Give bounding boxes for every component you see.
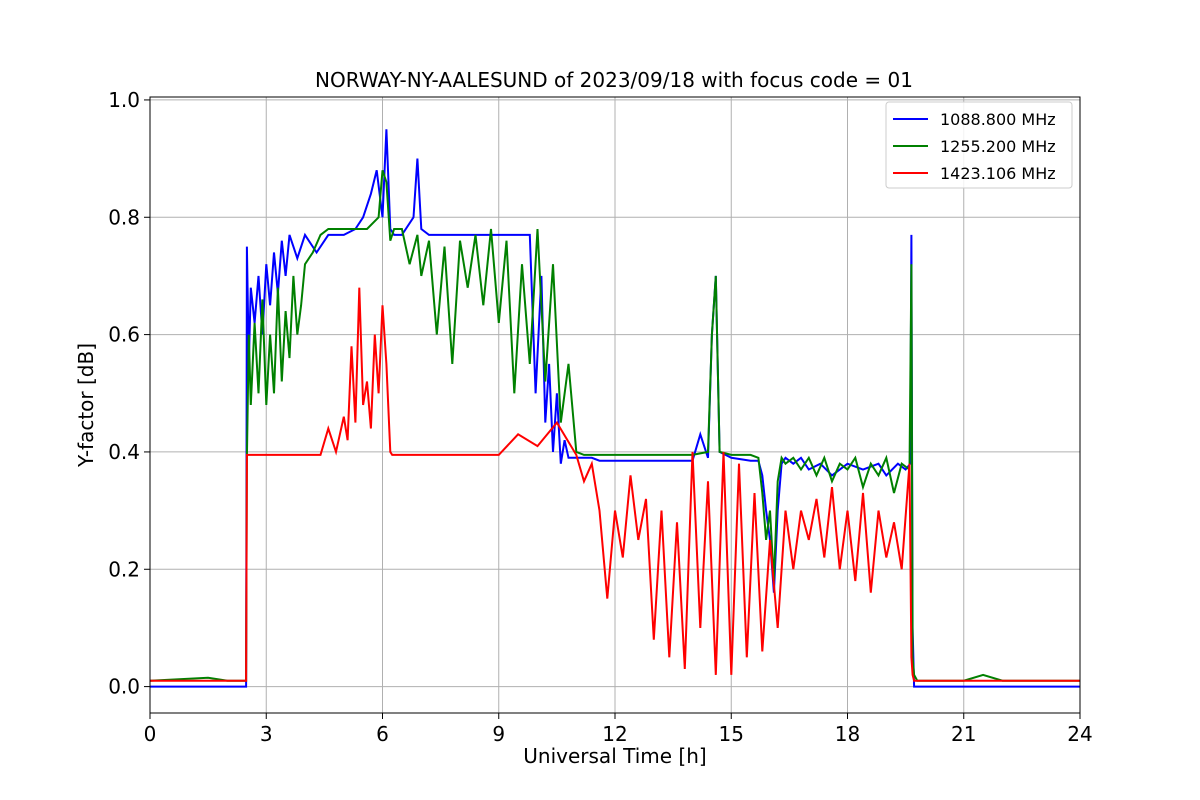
chart-title: NORWAY-NY-AALESUND of 2023/09/18 with fo… (315, 68, 913, 92)
series-layer (149, 129, 1080, 688)
x-tick-label: 18 (835, 722, 860, 746)
x-axis-label: Universal Time [h] (523, 744, 706, 768)
legend-label-1: 1088.800 MHz (940, 110, 1056, 129)
y-tick-label: 0.2 (108, 557, 140, 581)
y-tick-label: 0.8 (108, 205, 140, 229)
series-line-1 (150, 129, 1080, 688)
legend-box (885, 101, 1073, 189)
y-tick-label: 0.6 (108, 323, 140, 347)
x-tick-label: 21 (951, 722, 976, 746)
x-tick-label: 6 (376, 722, 389, 746)
y-tick-label: 1.0 (108, 88, 140, 112)
x-tick-label: 24 (1067, 722, 1092, 746)
x-tick-label: 9 (492, 722, 505, 746)
x-tick-label: 12 (602, 722, 627, 746)
series-line-2 (149, 169, 1080, 682)
legend: 1088.800 MHz 1255.200 MHz 1423.106 MHz (885, 101, 1073, 189)
x-tick-label: 3 (260, 722, 273, 746)
y-tick-label: 0.0 (108, 675, 140, 699)
y-tick-label: 0.4 (108, 440, 140, 464)
x-tick-label: 0 (144, 722, 157, 746)
y-axis-ticks: 0.0 0.2 0.4 0.6 0.8 1.0 (108, 88, 150, 699)
x-tick-label: 15 (719, 722, 744, 746)
legend-label-2: 1255.200 MHz (940, 137, 1056, 156)
series-line-3 (150, 287, 1080, 682)
y-axis-label: Y-factor [dB] (74, 343, 98, 468)
legend-label-3: 1423.106 MHz (940, 164, 1056, 183)
x-axis-ticks: 0 3 6 9 12 15 18 21 24 (144, 713, 1093, 746)
